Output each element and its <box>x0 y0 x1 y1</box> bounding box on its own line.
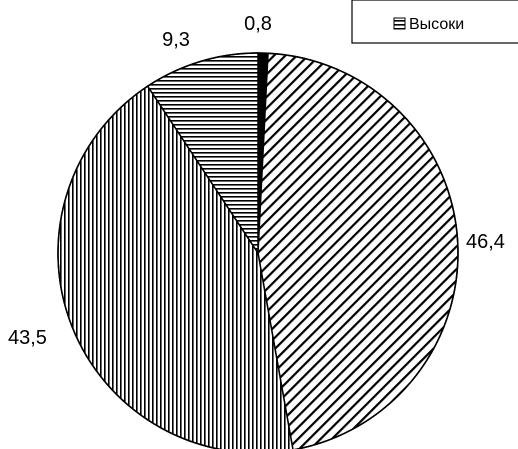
legend: Высоки <box>352 0 518 43</box>
pie-data-label-2: 43,5 <box>8 327 47 349</box>
legend-swatch-horizontal <box>394 18 405 29</box>
pie-data-label-1: 46,4 <box>466 231 505 253</box>
pie-data-label-3: 9,3 <box>162 29 190 51</box>
legend-entry-label: Высоки <box>409 16 464 33</box>
pie-slice-1 <box>258 53 458 449</box>
pie-data-label-0: 0,8 <box>244 13 272 35</box>
pie-slices <box>58 53 458 449</box>
